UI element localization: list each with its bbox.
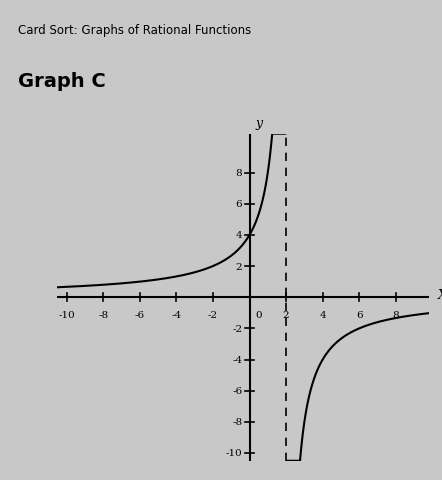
Text: 2: 2 [236,262,242,271]
Text: -10: -10 [58,310,75,319]
Text: Graph C: Graph C [18,72,106,91]
Text: -4: -4 [171,310,181,319]
Text: -2: -2 [232,324,242,333]
Text: 2: 2 [283,310,290,319]
Text: -6: -6 [135,310,145,319]
Text: -10: -10 [225,448,242,457]
Text: -8: -8 [232,418,242,426]
Text: X: X [438,289,442,302]
Text: y: y [255,117,262,130]
Text: 6: 6 [236,200,242,209]
Text: 6: 6 [356,310,362,319]
Text: 4: 4 [320,310,326,319]
Text: -2: -2 [208,310,218,319]
Text: Card Sort: Graphs of Rational Functions: Card Sort: Graphs of Rational Functions [18,24,251,37]
Text: -4: -4 [232,355,242,364]
Text: 4: 4 [236,231,242,240]
Text: -8: -8 [98,310,108,319]
Text: 8: 8 [392,310,399,319]
Text: 8: 8 [236,169,242,178]
Text: 0: 0 [255,310,262,319]
Text: -6: -6 [232,386,242,396]
